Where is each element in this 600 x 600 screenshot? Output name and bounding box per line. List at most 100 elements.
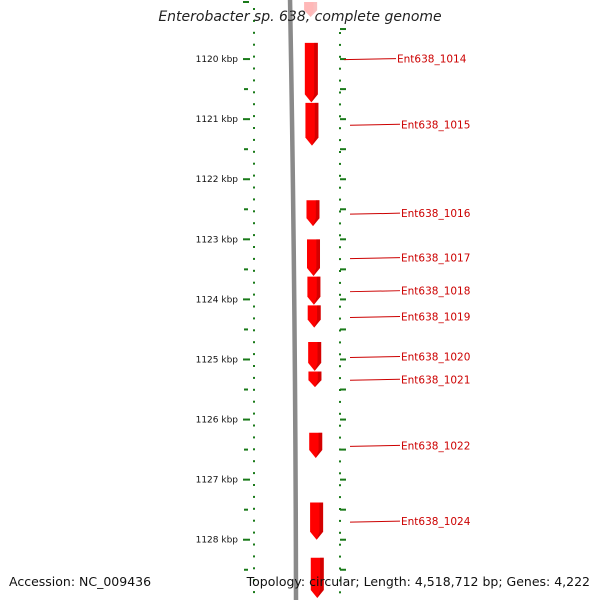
scale-dot <box>253 579 255 582</box>
scale-dot <box>253 591 255 594</box>
scale-dot <box>339 79 341 82</box>
gene-label-ent638_1016: Ent638_1016 <box>401 208 471 220</box>
gene-arrow-ent638_1024-shade <box>316 502 324 540</box>
kbp-tick <box>243 418 250 421</box>
scale-dot <box>253 174 255 177</box>
scale-dot <box>253 448 255 451</box>
kbp-right-tick <box>340 418 346 421</box>
scale-dot <box>339 400 341 403</box>
kbp-minor-tick <box>244 148 248 151</box>
scale-dot <box>339 43 341 46</box>
kbp-label: 1124 kbp <box>196 295 239 305</box>
scale-dot <box>339 305 341 308</box>
kbp-label: 1126 kbp <box>196 416 239 426</box>
gene-label-ent638_1018: Ent638_1018 <box>401 286 470 298</box>
scale-dot <box>253 472 255 475</box>
scale-dot <box>253 412 255 415</box>
kbp-right-tick <box>340 358 346 361</box>
scale-dot <box>253 341 255 344</box>
gene-label-leader <box>349 212 401 215</box>
gene-arrow-ent638_1019-shade <box>314 305 321 328</box>
scale-dot <box>253 388 255 391</box>
scale-dot <box>339 234 341 237</box>
scale-dot <box>253 91 255 94</box>
gene-arrow-ent638_1018-shade <box>313 276 321 305</box>
kbp-right-tick <box>340 508 346 511</box>
scale-dot <box>339 127 341 130</box>
scale-dot <box>253 424 255 427</box>
scale-dot <box>253 555 255 558</box>
scale-dot <box>339 270 341 272</box>
scale-dot <box>253 495 255 498</box>
scale-dot <box>253 43 255 46</box>
scale-dot <box>339 365 341 368</box>
kbp-minor-tick <box>244 88 248 91</box>
kbp-right-tick <box>340 58 346 61</box>
kbp-right-tick <box>340 568 346 571</box>
scale-dot <box>253 365 255 367</box>
gene-label-leader <box>349 290 401 293</box>
scale-dot <box>339 353 341 356</box>
kbp-minor-tick <box>244 388 248 391</box>
kbp-minor-tick <box>244 208 248 211</box>
scale-dot <box>253 329 255 332</box>
gene-label-leader <box>349 520 401 523</box>
scale-dot <box>339 186 341 189</box>
kbp-right-tick <box>340 238 346 241</box>
scale-dot <box>339 579 341 582</box>
scale-dot <box>339 103 341 106</box>
kbp-tick <box>243 358 250 361</box>
scale-dot <box>253 376 255 379</box>
scale-dot <box>253 138 255 141</box>
gene-label-ent638_1021: Ent638_1021 <box>401 374 470 386</box>
scale-dot <box>253 257 255 260</box>
kbp-right-tick <box>340 88 346 91</box>
scale-dot <box>253 127 255 129</box>
scale-dot <box>253 162 255 165</box>
scale-dot <box>253 115 255 118</box>
scale-dot <box>253 353 255 356</box>
scale-dot <box>253 507 255 510</box>
scale-dot <box>253 531 255 534</box>
kbp-right-tick <box>340 388 346 391</box>
kbp-tick <box>243 298 250 301</box>
kbp-minor-tick <box>244 268 248 271</box>
scale-dot <box>339 246 341 249</box>
scale-dot <box>253 519 255 522</box>
scale-dot <box>253 269 255 272</box>
kbp-right-tick <box>340 178 346 181</box>
scale-dot <box>253 31 255 34</box>
scale-dot <box>339 55 341 58</box>
kbp-right-tick <box>340 28 346 31</box>
scale-dot <box>339 222 341 225</box>
scale-dot <box>339 210 341 213</box>
gene-label-leader <box>349 316 401 319</box>
gene-arrow-partial-shade <box>317 557 324 598</box>
kbp-right-tick <box>340 478 346 481</box>
scale-dot <box>253 186 255 189</box>
kbp-tick <box>243 178 250 181</box>
gene-label-ent638_1017: Ent638_1017 <box>401 253 470 265</box>
topology-text: Topology: circular; Length: 4,518,712 bp… <box>246 574 590 589</box>
kbp-tick <box>243 478 250 481</box>
scale-dot <box>253 234 255 237</box>
scale-dot <box>253 305 255 308</box>
gene-label-leader <box>349 444 401 447</box>
scale-dot <box>339 591 341 594</box>
scale-dot <box>339 32 341 34</box>
scale-dot <box>339 162 341 165</box>
kbp-minor-tick <box>244 568 248 571</box>
scale-dot <box>339 293 341 296</box>
scale-dot <box>253 8 255 10</box>
gene-arrow-ent638_1015-shade <box>311 102 319 146</box>
scale-dot <box>253 400 255 403</box>
gene-label-ent638_1014: Ent638_1014 <box>397 54 467 66</box>
scale-dot <box>339 496 341 499</box>
scale-dot <box>339 258 341 261</box>
scale-dot <box>339 151 341 153</box>
kbp-tick <box>243 118 250 121</box>
scale-dot <box>253 19 255 22</box>
gene-label-ent638_1022: Ent638_1022 <box>401 440 470 452</box>
gene-label-ent638_1015: Ent638_1015 <box>401 119 470 131</box>
